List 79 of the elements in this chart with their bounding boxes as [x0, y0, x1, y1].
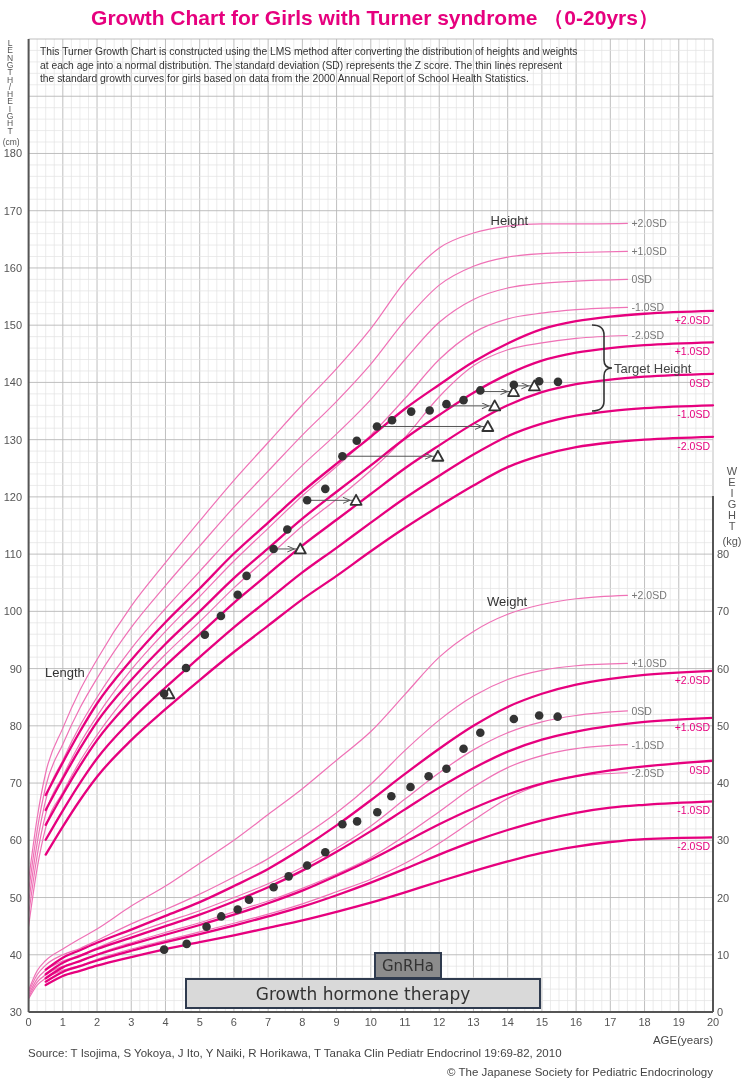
- series-label: +1.0SD: [631, 245, 668, 258]
- x-tick-label: 17: [604, 1016, 617, 1028]
- y-tick-label: 150: [3, 319, 22, 332]
- y2-axis-title: WEIGHT (kg): [722, 465, 742, 547]
- series-label: -1.0SD: [631, 738, 665, 751]
- annotation: Growth hormone therapy: [255, 983, 471, 1004]
- series-label: +2.0SD: [674, 313, 711, 326]
- x-tick-label: 5: [196, 1016, 203, 1028]
- x-tick-label: 2: [93, 1016, 101, 1028]
- series-label: -2.0SD: [631, 766, 665, 779]
- x-tick-label: 18: [638, 1016, 651, 1028]
- series-label: +2.0SD: [674, 673, 711, 686]
- series-label: 0SD: [631, 273, 653, 286]
- y2-tick-label: 50: [717, 719, 730, 732]
- y-tick-label: 110: [4, 548, 22, 561]
- y-tick-label: 120: [3, 490, 22, 503]
- series-label: -2.0SD: [677, 840, 711, 853]
- x-tick-label: 3: [128, 1016, 135, 1028]
- series-label: 0SD: [689, 763, 711, 776]
- y2-tick-label: 70: [717, 605, 730, 618]
- series-label: -1.0SD: [677, 804, 711, 817]
- y2-tick-label: 0: [717, 1006, 724, 1018]
- x-tick-label: 7: [265, 1016, 272, 1028]
- series-label: +2.0SD: [631, 589, 668, 602]
- x-tick-label: 11: [399, 1016, 411, 1028]
- x-axis-title: AGE(years): [652, 1034, 714, 1046]
- series-label: -2.0SD: [631, 329, 665, 342]
- series-label: +2.0SD: [631, 217, 668, 230]
- series-label: +1.0SD: [631, 657, 668, 670]
- x-tick-label: 8: [299, 1016, 306, 1028]
- y2-tick-label: 30: [717, 834, 730, 847]
- y-tick-label: 180: [3, 147, 22, 160]
- x-tick-label: 4: [162, 1016, 169, 1028]
- y2-tick-label: 40: [717, 777, 730, 790]
- y2-tick-label: 60: [717, 662, 730, 675]
- series-label: 0SD: [631, 704, 653, 717]
- series-label: -1.0SD: [631, 301, 665, 314]
- annotation: Length: [45, 665, 85, 680]
- x-tick-label: 12: [433, 1016, 446, 1028]
- y-tick-label: 70: [9, 777, 22, 790]
- x-tick-label: 9: [333, 1016, 340, 1028]
- x-tick-label: 15: [535, 1016, 549, 1028]
- y2-tick-label: 20: [717, 891, 730, 904]
- x-tick-label: 14: [501, 1016, 514, 1028]
- annotation: Weight: [487, 594, 528, 609]
- annotation: Height: [490, 213, 529, 229]
- series-label: +1.0SD: [674, 720, 711, 733]
- x-tick-label: 6: [230, 1016, 237, 1028]
- x-tick-label: 20: [706, 1016, 720, 1028]
- series-label: 0SD: [689, 376, 711, 389]
- y2-tick-label: 10: [717, 948, 730, 961]
- y-tick-label: 30: [9, 1006, 22, 1018]
- chart-title: Growth Chart for Girls with Turner syndrome （0-20yrs）: [91, 6, 659, 29]
- y-tick-label: 130: [3, 433, 22, 446]
- y-tick-label: 100: [3, 605, 22, 618]
- y-tick-label: 60: [9, 834, 22, 847]
- x-tick-label: 1: [59, 1016, 66, 1028]
- series-label: +1.0SD: [674, 345, 711, 358]
- y-tick-label: 140: [3, 376, 22, 389]
- annotation: Target Height: [614, 361, 692, 376]
- y-tick-label: 170: [3, 204, 22, 217]
- text: © The Japanese Society for Pediatric Endocrinology: [447, 1066, 714, 1078]
- y-tick-label: 160: [3, 261, 22, 274]
- y2-tick-label: 80: [717, 548, 730, 561]
- source-note: Source: T Isojima, S Yokoya, J Ito, Y Naiki, R Horikawa, T Tanaka Clin Pediatr Endocrinol 19:69-82, 2010: [28, 1047, 562, 1059]
- text: LENGTH/HEIGHT (cm): [2, 38, 20, 147]
- y-tick-label: 80: [9, 719, 22, 732]
- x-tick-label: 10: [364, 1016, 377, 1028]
- x-tick-label: 0: [25, 1016, 32, 1028]
- y-tick-label: 90: [9, 662, 22, 675]
- series-label: -1.0SD: [677, 408, 711, 421]
- x-tick-label: 13: [467, 1016, 480, 1028]
- annotation: This Turner Growth Chart is constructed using the LMS method after converting the distribution of heights and weights at each age into a normal distribution. The standard deviation (SD) represents the Z score. The thin lines represent the standard growth curves for girls based on data from the 2000 Annual Report of School Health Statistics.: [40, 46, 578, 84]
- x-tick-label: 16: [569, 1016, 583, 1028]
- y-tick-label: 50: [9, 891, 22, 904]
- y-tick-label: 40: [9, 948, 22, 961]
- series-label: -2.0SD: [677, 439, 711, 452]
- annotation: GnRHa: [381, 956, 435, 975]
- x-tick-label: 19: [672, 1016, 685, 1028]
